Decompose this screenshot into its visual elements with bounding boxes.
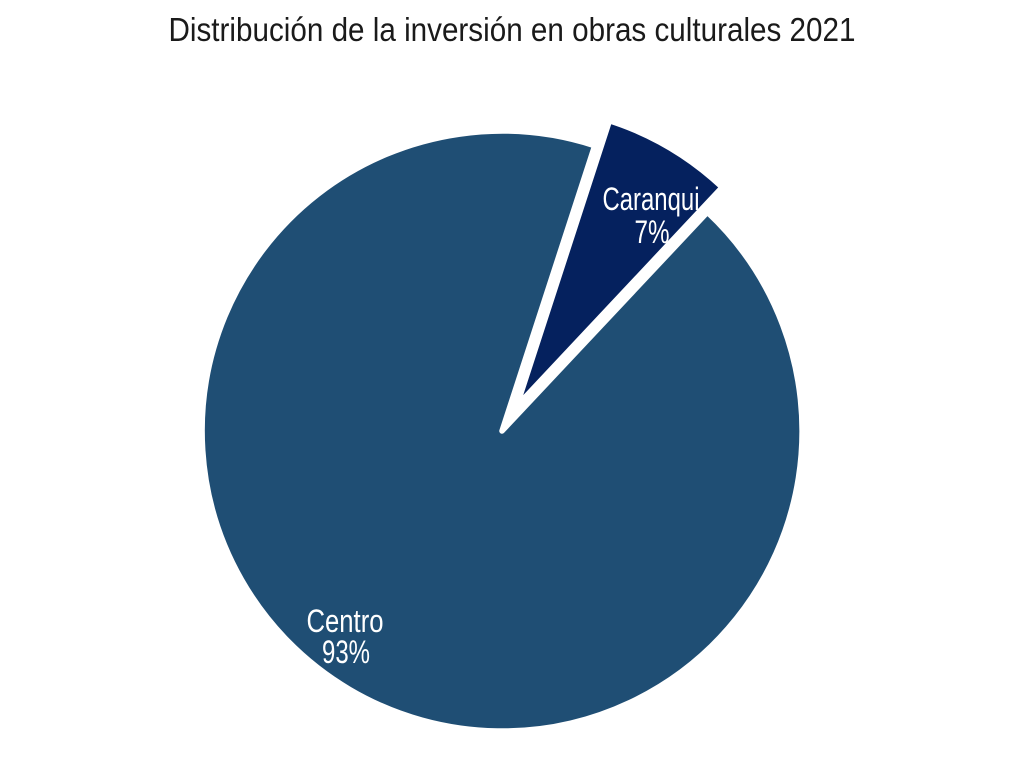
slice-label-centro-pct: 93% [322, 634, 370, 670]
pie-slice-centro[interactable] [199, 128, 805, 734]
chart-title: Distribución de la inversión en obras cu… [169, 11, 856, 48]
pie-slice-caranqui[interactable] [514, 117, 725, 409]
slice-label-caranqui-name: Caranqui [603, 181, 700, 217]
slice-label-centro-name: Centro [307, 603, 384, 639]
slice-label-caranqui-pct: 7% [635, 214, 670, 250]
